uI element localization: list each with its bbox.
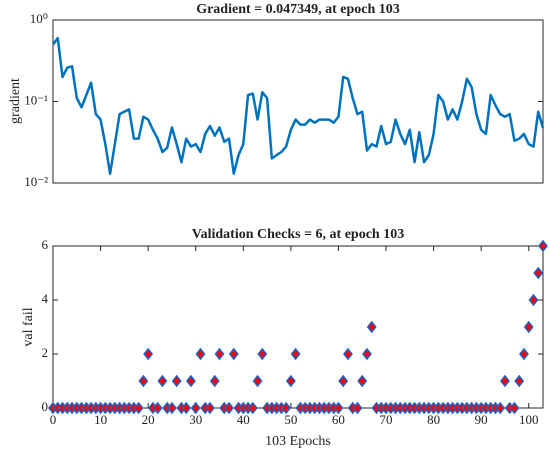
marker: [133, 401, 144, 415]
marker: [514, 374, 525, 388]
y-tick-label: 10⁻²: [24, 174, 48, 189]
marker: [285, 374, 296, 388]
x-tick-label: 70: [380, 412, 393, 427]
marker: [533, 266, 544, 280]
chart-title: Gradient = 0.047349, at epoch 103: [196, 2, 400, 17]
marker: [509, 401, 520, 415]
marker: [281, 401, 292, 415]
y-tick-label: 0: [42, 399, 49, 414]
y-tick-label: 2: [42, 345, 49, 360]
x-tick-label: 90: [475, 412, 488, 427]
marker: [152, 401, 163, 415]
plot-area: [52, 245, 544, 409]
marker: [362, 347, 372, 361]
marker: [171, 374, 182, 388]
marker: [205, 401, 215, 415]
chart-title: Validation Checks = 6, at epoch 103: [192, 227, 404, 242]
marker: [290, 347, 301, 361]
y-tick-label: 4: [42, 291, 49, 306]
x-tick-label: 100: [519, 412, 539, 427]
x-tick-label: 10: [94, 412, 107, 427]
y-tick-label: 6: [42, 237, 49, 252]
marker: [224, 401, 234, 415]
marker: [209, 374, 220, 388]
x-tick-label: 20: [142, 412, 155, 427]
marker: [357, 374, 368, 388]
marker: [338, 374, 349, 388]
marker: [528, 293, 539, 307]
y-tick-label: 10⁻¹: [24, 92, 48, 107]
marker: [519, 347, 529, 361]
marker: [495, 401, 506, 415]
marker: [186, 374, 196, 388]
marker: [166, 401, 177, 415]
marker: [157, 374, 168, 388]
marker: [247, 401, 258, 415]
marker: [352, 401, 363, 415]
y-axis-label: val fail: [21, 307, 36, 346]
marker: [366, 320, 377, 334]
marker: [538, 239, 548, 253]
marker: [523, 320, 534, 334]
plot-area: [52, 19, 544, 184]
marker: [342, 347, 353, 361]
x-tick-label: 0: [50, 412, 57, 427]
marker: [333, 401, 344, 415]
x-tick-label: 50: [284, 412, 297, 427]
marker: [499, 374, 510, 388]
marker: [228, 347, 239, 361]
marker: [190, 401, 201, 415]
marker: [214, 347, 225, 361]
marker: [257, 347, 268, 361]
y-axis-label: gradient: [8, 78, 23, 124]
x-tick-label: 60: [332, 412, 345, 427]
marker: [195, 347, 206, 361]
marker: [138, 374, 149, 388]
marker: [252, 374, 263, 388]
x-tick-label: 80: [427, 412, 440, 427]
x-tick-label: 40: [237, 412, 250, 427]
marker: [181, 401, 192, 415]
x-axis-label: 103 Epochs: [265, 434, 331, 449]
y-tick-label: 10⁰: [30, 11, 48, 26]
marker: [143, 347, 154, 361]
x-tick-label: 30: [189, 412, 202, 427]
gradient-line: [51, 36, 545, 175]
